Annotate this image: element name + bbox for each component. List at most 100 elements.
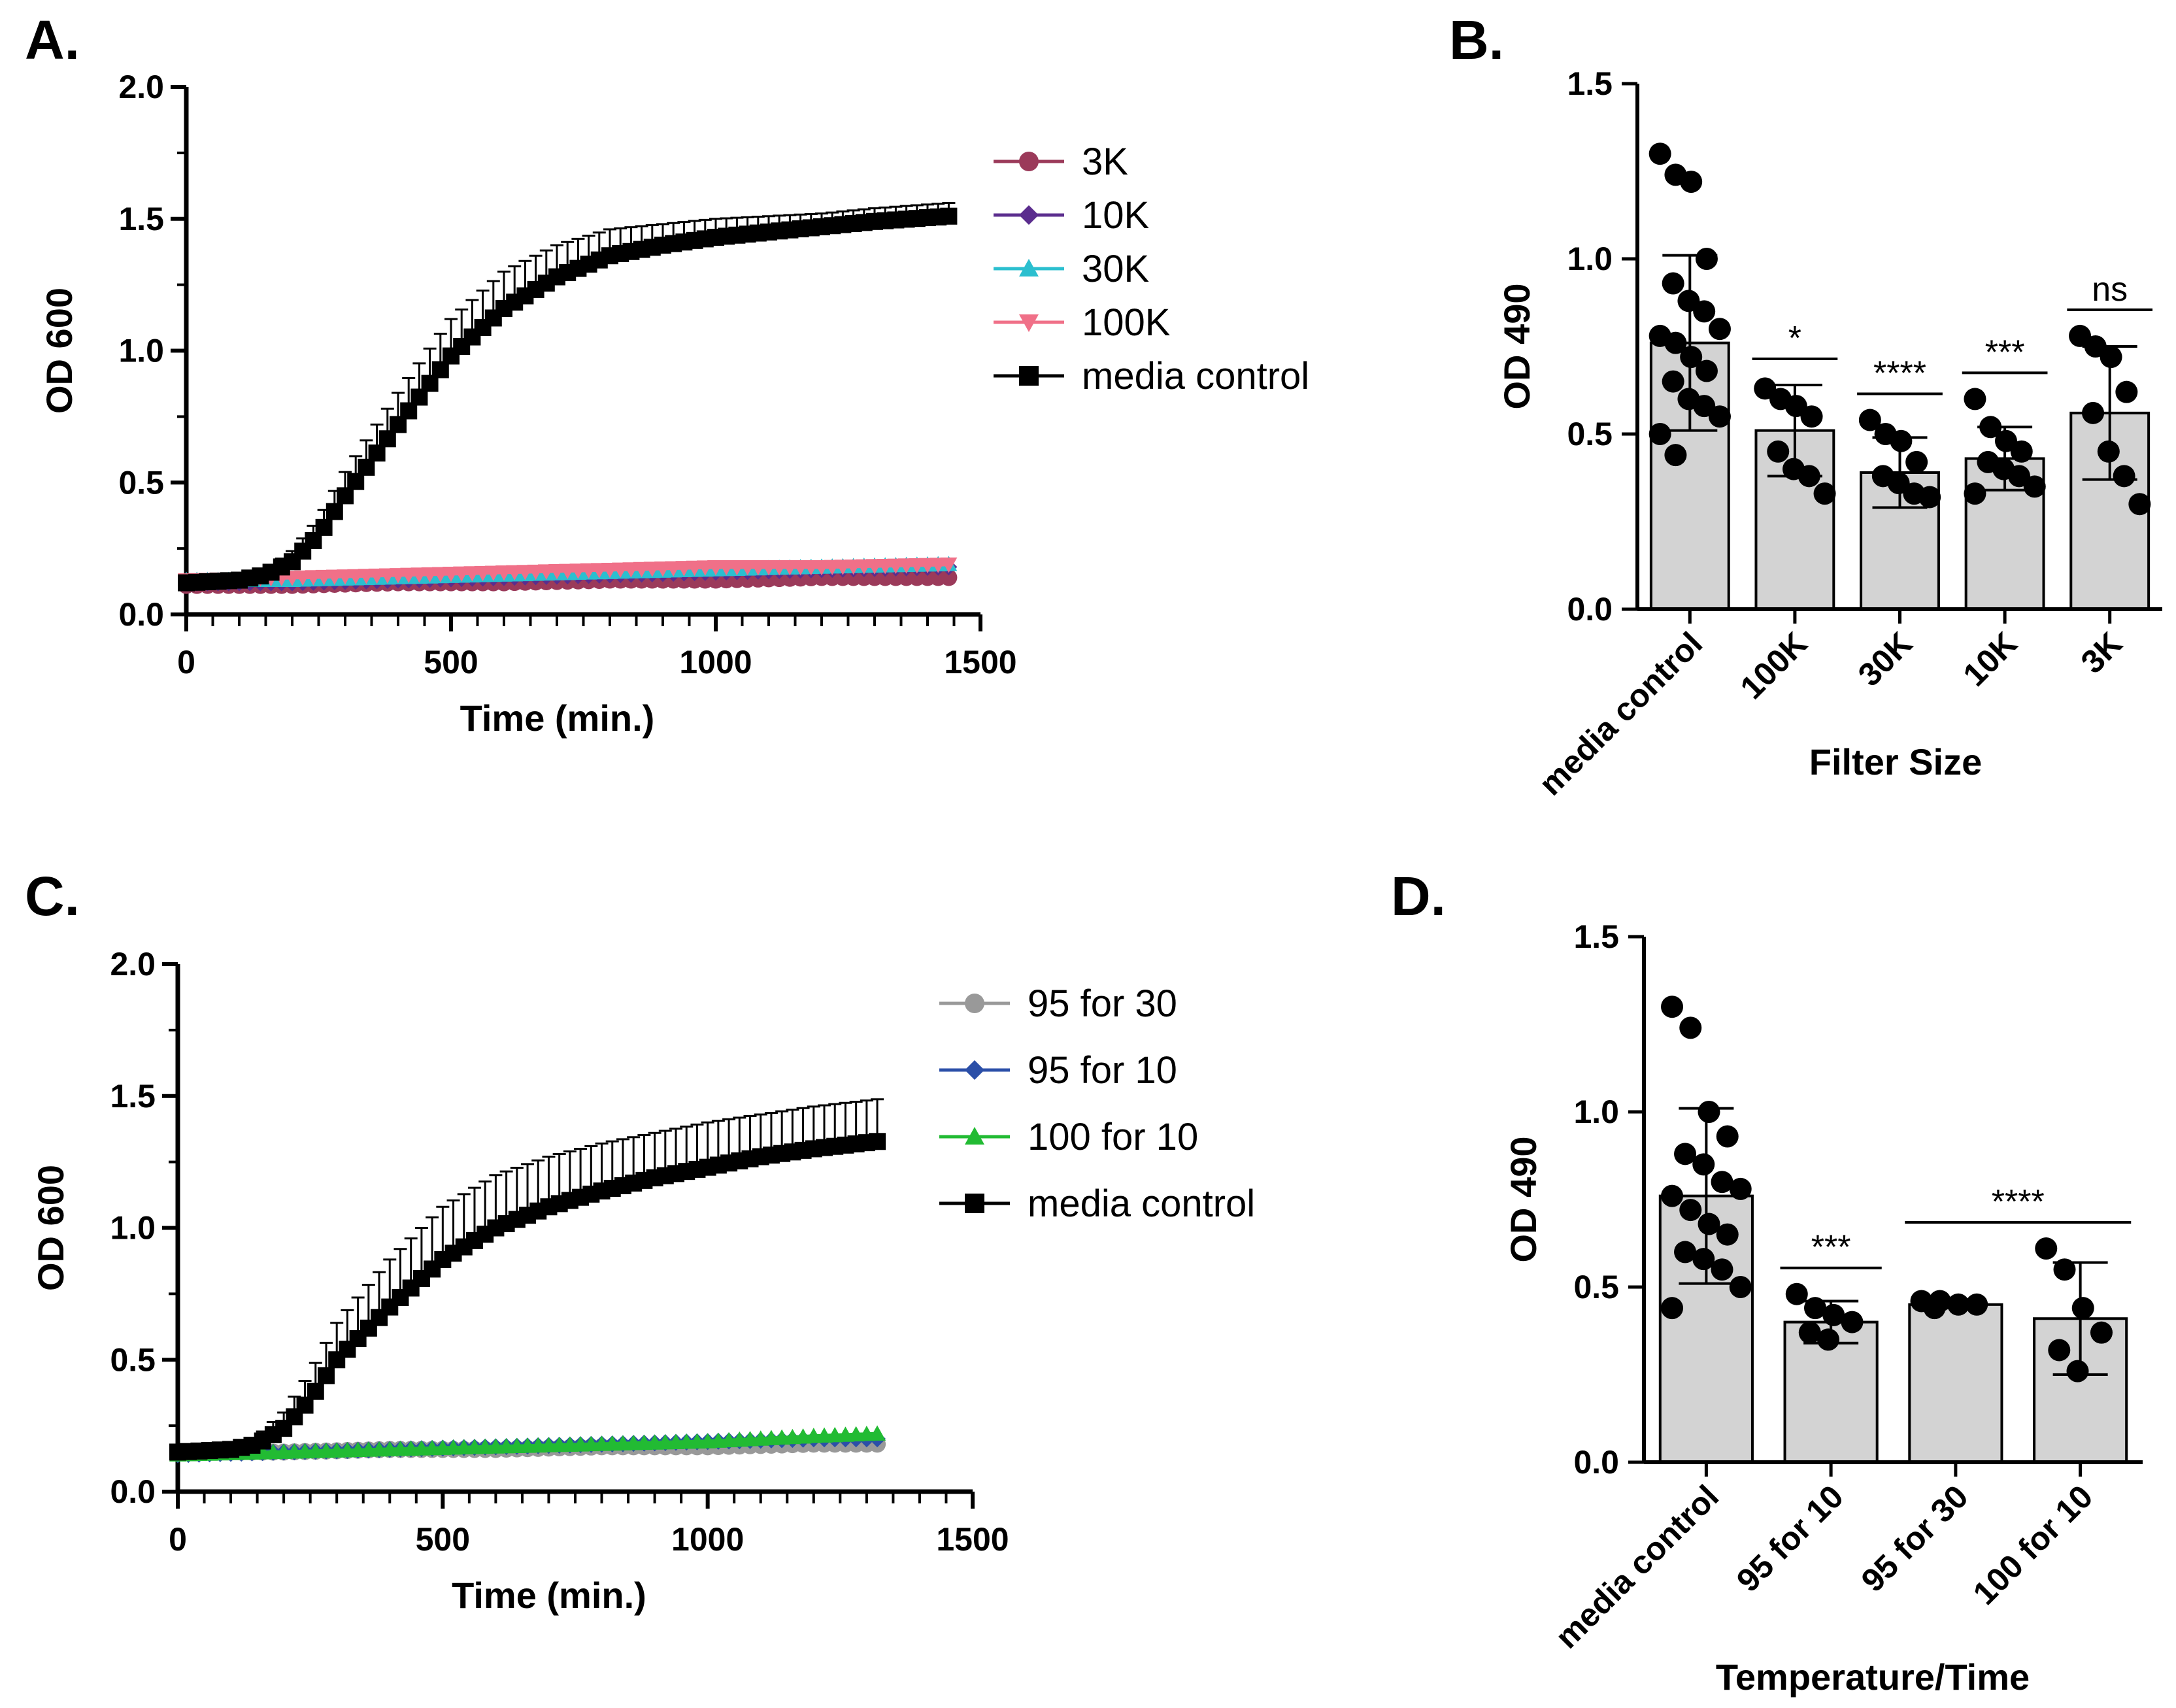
data-point (358, 458, 375, 476)
x-tick-label: 0 (169, 1521, 187, 1558)
y-tick-label: 1.0 (1567, 241, 1613, 277)
legend-marker (1019, 152, 1039, 171)
chart-1: 0.0 0.5 1.0 1.5 media control 100K 30K 10K 3K Fil… (1496, 65, 2162, 803)
y-tick-label: 1.0 (118, 333, 164, 369)
data-point (869, 1425, 886, 1441)
data-point (390, 568, 407, 584)
x-tick-label: 30K (1851, 625, 1919, 693)
data-point (665, 561, 682, 577)
legend-marker (965, 1127, 984, 1145)
panel-label: C. (25, 865, 80, 927)
points-95-for-10 (1785, 1282, 1864, 1351)
data-point (1662, 272, 1684, 295)
legend-entry: 3K (994, 141, 1128, 183)
y-tick-label: 0.0 (1573, 1444, 1619, 1481)
data-point (506, 565, 524, 581)
y-tick-label: 1.5 (110, 1078, 156, 1114)
data-point (2023, 475, 2046, 498)
significance-annotation: *** (1962, 333, 2048, 375)
data-point (845, 559, 862, 575)
data-point (495, 565, 512, 581)
series-media-control (178, 202, 958, 592)
legend-label: 100K (1082, 301, 1171, 344)
data-point (686, 560, 703, 577)
data-point (1695, 248, 1718, 270)
data-point (337, 569, 354, 585)
y-axis-title: OD 490 (1496, 284, 1537, 410)
y-tick-label: 1.5 (1567, 65, 1613, 102)
data-point (1649, 142, 1671, 165)
y-tick-label: 1.5 (1573, 918, 1619, 955)
data-point (2007, 465, 2030, 488)
data-point (2082, 401, 2105, 424)
legend-marker (1019, 366, 1039, 386)
data-point (1817, 1328, 1840, 1351)
data-point (1964, 388, 1986, 410)
data-point (307, 1382, 324, 1400)
data-point (654, 561, 671, 577)
points-30K (1858, 409, 1941, 509)
x-tick-label: 3K (2074, 625, 2130, 680)
x-tick-label: 100K (1733, 625, 1815, 706)
panel-label: A. (25, 9, 80, 71)
data-point (1693, 395, 1716, 418)
legend-label: 10K (1082, 194, 1150, 237)
significance-label: *** (1985, 333, 2025, 371)
legend-entry: 95 for 10 (939, 1049, 1177, 1092)
data-point (305, 570, 322, 586)
panel-label: B. (1449, 9, 1504, 71)
data-point (824, 560, 841, 576)
data-point (908, 558, 926, 574)
legend-marker (1019, 259, 1039, 276)
points-media-control (1649, 142, 1731, 467)
significance-annotation: **** (1905, 1183, 2132, 1224)
data-point (2035, 1237, 2058, 1260)
legend-entry: 100K (994, 301, 1171, 344)
data-point (1905, 450, 1928, 473)
chart-3: 0.0 0.5 1.0 1.5 media control 95 for 10 95 for… (1503, 918, 2143, 1698)
data-point (463, 566, 481, 582)
data-point (347, 473, 365, 490)
data-point (869, 1133, 886, 1150)
data-point (317, 1367, 335, 1384)
data-point (1693, 300, 1716, 323)
data-point (1661, 996, 1684, 1018)
legend-label: media control (1082, 355, 1309, 397)
data-point (1729, 1177, 1752, 1200)
data-point (516, 565, 534, 580)
significance-label: **** (1873, 355, 1926, 393)
y-tick-label: 1.0 (1573, 1094, 1619, 1130)
data-point (877, 558, 894, 575)
x-axis-title: Filter Size (1809, 741, 1983, 782)
legend-label: 100 for 10 (1028, 1116, 1198, 1158)
data-point (1767, 440, 1790, 463)
data-point (866, 559, 883, 575)
data-point (940, 207, 958, 225)
y-tick-label: 0.0 (110, 1473, 156, 1510)
data-point (410, 567, 428, 583)
data-point (527, 564, 544, 580)
data-point (2048, 1339, 2071, 1362)
data-point (326, 569, 343, 585)
data-point (1679, 1016, 1702, 1039)
y-axis-title: OD 600 (39, 288, 80, 414)
data-point (1664, 444, 1687, 467)
y-tick-label: 1.0 (110, 1210, 156, 1247)
data-point (1695, 360, 1718, 382)
data-point (294, 570, 312, 586)
data-point (612, 562, 629, 578)
x-tick-label: media control (1548, 1478, 1726, 1655)
data-point (1711, 1171, 1733, 1194)
legend-label: 95 for 30 (1028, 982, 1177, 1025)
legend-marker (1019, 205, 1039, 225)
data-point (1661, 1297, 1684, 1320)
x-axis-title: Temperature/Time (1716, 1656, 2030, 1698)
data-point (1754, 377, 1777, 400)
data-point (315, 518, 333, 536)
data-point (622, 562, 640, 578)
data-point (326, 503, 343, 520)
y-tick-label: 0.5 (1573, 1269, 1619, 1305)
y-tick-label: 0.5 (1567, 416, 1613, 452)
y-tick-label: 0.5 (118, 464, 164, 501)
